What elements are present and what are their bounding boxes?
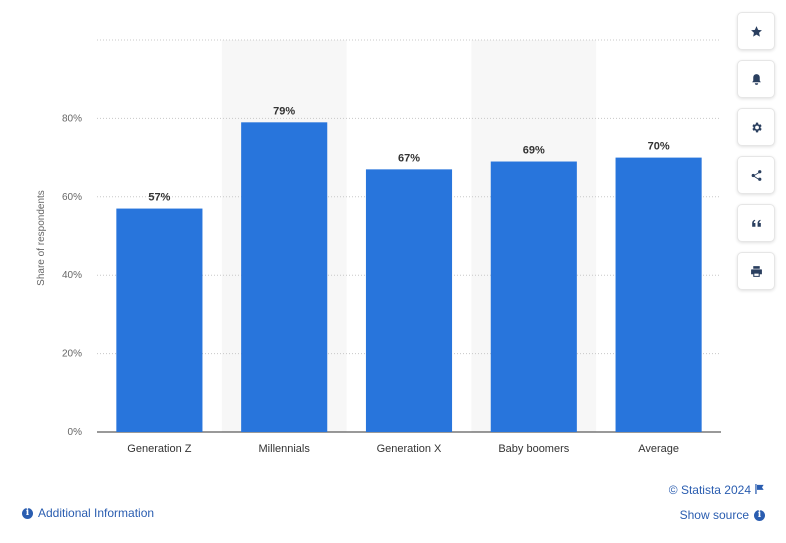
cite-button[interactable] <box>737 204 775 242</box>
info-icon: i <box>22 507 33 519</box>
data-label: 69% <box>523 145 545 157</box>
share-icon <box>751 169 761 181</box>
category-label: Millennials <box>259 443 311 455</box>
bar[interactable] <box>365 169 453 433</box>
data-label: 79% <box>273 105 295 117</box>
y-axis-title: Share of respondents <box>36 190 47 286</box>
info-icon: i <box>754 509 765 521</box>
category-label: Average <box>638 443 679 455</box>
y-tick-label: 0% <box>68 427 83 438</box>
statista-credit[interactable]: © Statista 2024 <box>669 483 764 497</box>
flag-icon <box>755 483 764 497</box>
quote-icon <box>751 219 761 227</box>
star-icon <box>750 25 762 37</box>
show-source-link[interactable]: Show source i <box>680 508 765 522</box>
data-label: 57% <box>148 192 170 204</box>
category-label: Generation X <box>377 443 442 455</box>
additional-information-link[interactable]: i Additional Information <box>22 506 154 520</box>
bar[interactable] <box>241 122 328 432</box>
y-tick-label: 80% <box>62 113 82 124</box>
bell-icon <box>751 73 761 85</box>
bar[interactable] <box>116 208 203 432</box>
toolbar <box>737 12 775 300</box>
share-button[interactable] <box>737 156 775 194</box>
gear-icon <box>751 122 762 132</box>
print-button[interactable] <box>737 252 775 290</box>
data-label: 70% <box>648 141 670 153</box>
y-tick-label: 60% <box>62 192 82 203</box>
notification-button[interactable] <box>737 60 775 98</box>
y-tick-label: 20% <box>62 349 82 360</box>
favorite-button[interactable] <box>737 12 775 50</box>
bar[interactable] <box>615 157 702 432</box>
category-label: Generation Z <box>127 443 191 455</box>
y-tick-label: 40% <box>62 270 82 281</box>
category-label: Baby boomers <box>498 443 569 455</box>
additional-information-label: Additional Information <box>38 506 155 520</box>
settings-button[interactable] <box>737 108 775 146</box>
bar[interactable] <box>490 161 577 432</box>
show-source-label: Show source <box>679 508 749 522</box>
data-label: 67% <box>398 152 420 164</box>
print-icon <box>750 265 762 277</box>
credit-text: © Statista 2024 <box>668 483 751 497</box>
